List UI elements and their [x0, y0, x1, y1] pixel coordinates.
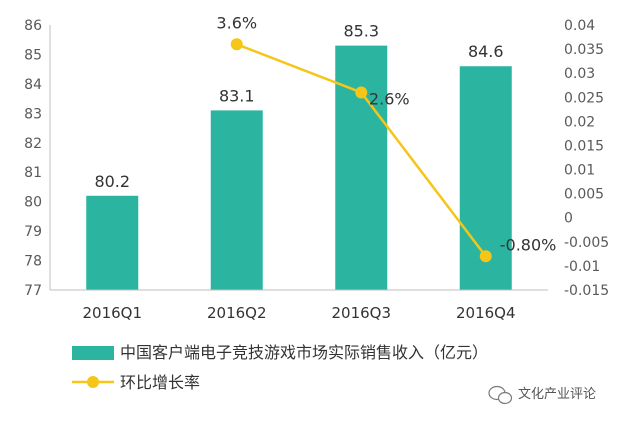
growth-rate-label: -0.80% [500, 235, 557, 254]
y-left-tick-label: 86 [24, 18, 42, 34]
legend-bar-swatch [72, 346, 114, 360]
y-left-tick-label: 80 [24, 195, 42, 211]
y-right-tick-label: 0.04 [564, 18, 595, 34]
x-tick-label: 2016Q3 [331, 304, 391, 322]
x-tick-label: 2016Q1 [82, 304, 142, 322]
y-axis-right: -0.015 -0.01 -0.005 0 0.005 0.01 0.015 0.02 0.02… [564, 18, 609, 299]
growth-rate-label: 2.6% [369, 89, 410, 108]
y-right-tick-label: 0.015 [564, 138, 604, 154]
y-left-tick-label: 81 [24, 165, 42, 181]
bar-value-label: 84.6 [468, 42, 504, 61]
y-right-tick-label: 0.005 [564, 187, 604, 203]
x-tick-label: 2016Q2 [207, 304, 267, 322]
wechat-icon [488, 385, 513, 405]
y-left-tick-label: 79 [24, 224, 42, 240]
y-right-tick-label: 0.01 [564, 163, 595, 179]
growth-rate-point [355, 86, 368, 99]
y-right-tick-label: -0.01 [564, 259, 600, 275]
y-left-tick-label: 78 [24, 254, 42, 270]
growth-rate-point [479, 250, 492, 263]
legend: 中国客户端电子竞技游戏市场实际销售收入（亿元） 环比增长率 [72, 343, 488, 392]
y-right-tick-label: 0.02 [564, 114, 595, 130]
y-left-tick-label: 77 [24, 283, 42, 299]
bar-value-label: 83.1 [219, 86, 255, 105]
bar-value-label: 80.2 [94, 172, 130, 191]
y-right-tick-label: -0.015 [564, 283, 609, 299]
watermark-text: 文化产业评论 [518, 387, 596, 402]
y-right-tick-label: 0.025 [564, 90, 604, 106]
y-left-tick-label: 85 [24, 47, 42, 63]
bar-series [86, 45, 512, 290]
y-right-tick-label: 0.035 [564, 42, 604, 58]
growth-rate-point [230, 38, 243, 51]
legend-line-marker [87, 376, 99, 388]
y-right-tick-label: 0.03 [564, 66, 595, 82]
line-series: 3.6% 2.6% -0.80% [216, 13, 557, 263]
bar-value-label: 85.3 [343, 22, 379, 41]
watermark: 文化产业评论 [488, 385, 596, 405]
y-left-tick-label: 82 [24, 136, 42, 152]
growth-rate-label: 3.6% [216, 13, 257, 32]
bar-2016Q2 [210, 110, 263, 290]
bar-2016Q1 [86, 195, 139, 290]
y-right-tick-label: 0 [564, 211, 573, 227]
y-left-tick-label: 84 [24, 77, 42, 93]
legend-bar-label: 中国客户端电子竞技游戏市场实际销售收入（亿元） [120, 343, 488, 362]
y-axis-left: 77 78 79 80 81 82 83 84 85 86 [24, 18, 51, 299]
x-tick-label: 2016Q4 [456, 304, 516, 322]
legend-line-label: 环比增长率 [120, 373, 200, 392]
y-left-tick-label: 83 [24, 106, 42, 122]
y-right-tick-label: -0.005 [564, 235, 609, 251]
bar-2016Q3 [335, 45, 388, 290]
bar-labels: 80.2 83.1 85.3 84.6 [94, 22, 503, 191]
x-axis: 2016Q1 2016Q2 2016Q3 2016Q4 [50, 289, 548, 322]
